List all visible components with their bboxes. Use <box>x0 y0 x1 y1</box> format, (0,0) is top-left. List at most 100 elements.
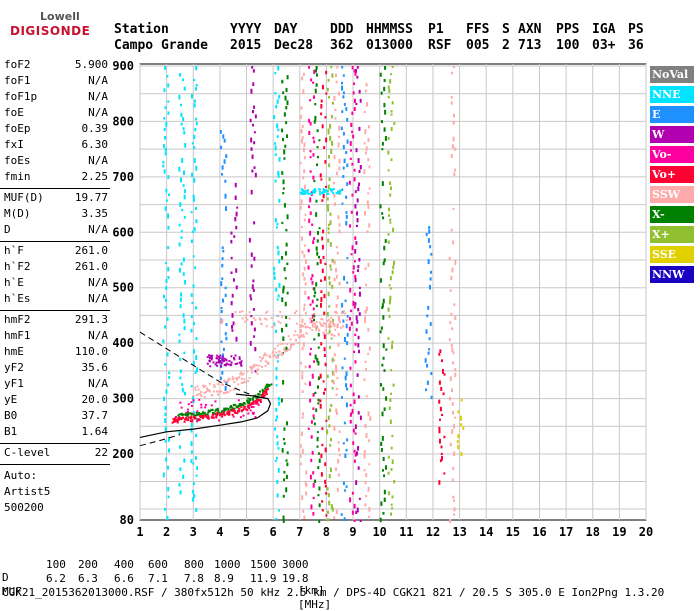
noise-point <box>331 73 334 78</box>
trace-point <box>174 419 177 422</box>
noise-point <box>312 307 315 311</box>
trace-point <box>242 401 245 404</box>
trace-point <box>265 354 268 357</box>
trace-point <box>248 404 251 407</box>
cluster-point <box>332 188 335 191</box>
noise-point <box>235 285 238 290</box>
noise-point <box>438 426 441 432</box>
noise-point <box>460 423 463 427</box>
cluster-point <box>322 188 325 191</box>
param-separator <box>0 310 110 311</box>
noise-point <box>351 408 354 414</box>
noise-point <box>313 422 316 426</box>
noise-point <box>441 368 444 374</box>
noise-point <box>325 419 328 422</box>
trace-point <box>302 333 305 336</box>
trace-point <box>221 415 224 418</box>
trace-point <box>304 322 307 325</box>
noise-point <box>314 479 317 483</box>
header-value-ddd: 362 <box>330 38 354 53</box>
noise-point <box>453 303 456 307</box>
noise-point <box>286 262 289 266</box>
cluster-point <box>196 410 199 413</box>
trace-point <box>193 415 196 418</box>
noise-point <box>274 418 277 422</box>
cluster-point <box>232 415 235 418</box>
noise-point <box>300 361 303 365</box>
noise-point <box>307 427 310 430</box>
noise-point <box>449 519 452 524</box>
noise-point <box>299 162 302 165</box>
noise-point <box>252 288 255 292</box>
noise-point <box>390 512 393 516</box>
noise-point <box>221 246 224 250</box>
noise-point <box>350 210 353 214</box>
noise-point <box>379 517 382 523</box>
cluster-point <box>340 312 343 315</box>
noise-point <box>327 227 330 231</box>
cluster-point <box>223 357 226 360</box>
noise-point <box>193 158 196 164</box>
cluster-point <box>337 191 340 194</box>
noise-point <box>368 165 371 169</box>
noise-point <box>283 442 286 445</box>
noise-point <box>323 293 326 299</box>
noise-point <box>164 412 167 416</box>
trace-point <box>246 370 249 373</box>
noise-point <box>450 71 453 75</box>
noise-point <box>328 177 331 182</box>
cluster-point <box>313 190 316 193</box>
trace-point <box>251 365 254 368</box>
header-value-s: 2 <box>502 38 510 53</box>
noise-point <box>324 479 327 485</box>
trace-point <box>272 354 275 357</box>
trace-point <box>243 405 246 408</box>
noise-point <box>167 175 170 180</box>
trace-point <box>259 398 262 401</box>
noise-point <box>359 98 362 103</box>
noise-point <box>315 69 318 73</box>
noise-point <box>364 210 367 216</box>
trace-point <box>264 385 267 388</box>
noise-point <box>352 300 355 306</box>
noise-point <box>338 318 341 322</box>
noise-point <box>183 86 186 91</box>
trace-point <box>211 415 214 418</box>
noise-point <box>321 199 324 202</box>
noise-point <box>164 418 167 424</box>
trace-point <box>248 376 251 379</box>
trace-point <box>315 328 318 331</box>
noise-point <box>276 479 279 484</box>
noise-point <box>313 287 316 291</box>
trace-point <box>325 322 328 325</box>
trace-point <box>200 395 203 398</box>
noise-point <box>168 448 171 453</box>
noise-point <box>281 171 284 175</box>
noise-point <box>341 81 344 85</box>
noise-point <box>326 87 329 92</box>
noise-point <box>391 459 394 465</box>
noise-point <box>328 305 331 308</box>
noise-point <box>179 490 182 495</box>
noise-point <box>335 245 338 249</box>
noise-point <box>274 218 277 223</box>
noise-point <box>180 122 183 126</box>
noise-point <box>388 406 391 410</box>
trace-point <box>245 408 248 411</box>
noise-point <box>311 373 314 379</box>
noise-point <box>333 516 336 520</box>
param-label: foEs <box>4 154 31 167</box>
param-value: N/A <box>88 154 108 167</box>
noise-point <box>343 421 346 425</box>
cluster-point <box>327 192 330 195</box>
noise-point <box>282 285 285 290</box>
noise-point <box>318 519 321 523</box>
trace-point <box>285 349 288 352</box>
noise-point <box>195 219 198 224</box>
noise-point <box>183 194 186 200</box>
noise-point <box>194 371 197 374</box>
cluster-point <box>174 415 177 418</box>
trace-point <box>258 399 261 402</box>
trace-point <box>242 404 245 407</box>
noise-point <box>383 258 386 263</box>
